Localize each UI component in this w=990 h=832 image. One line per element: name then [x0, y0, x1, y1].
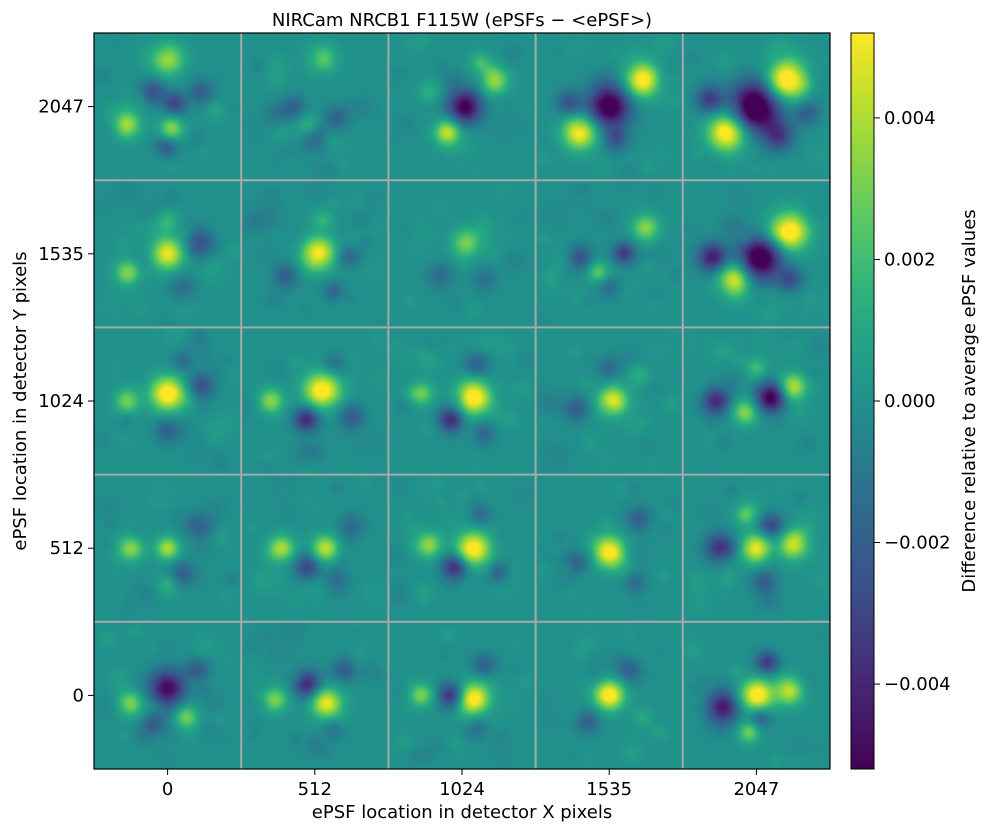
- panel-r1-c3: [535, 180, 683, 328]
- colorbar-tick-label: −0.004: [884, 674, 951, 695]
- colorbar-tick-label: −0.002: [884, 533, 951, 554]
- panel-r4-c4: [682, 621, 830, 769]
- panel-r1-c2: [388, 180, 536, 328]
- y-tick-label: 2047: [38, 97, 84, 118]
- panel-r2-c3: [535, 327, 683, 475]
- y-axis-label: ePSF location in detector Y pixels: [10, 251, 31, 550]
- panel-r2-c4: [682, 327, 830, 475]
- panel-r1-c1: [241, 180, 389, 328]
- x-tick-label: 512: [298, 779, 332, 800]
- colorbar-tick-label: 0.000: [884, 391, 936, 412]
- panel-r3-c4: [682, 474, 830, 622]
- panel-r4-c2: [388, 621, 536, 769]
- panel-r0-c1: [241, 33, 389, 181]
- panel-r0-c3: [535, 33, 683, 181]
- x-axis-ticks: 0 512 1024 1535 2047: [162, 769, 779, 800]
- panel-r2-c2: [388, 327, 536, 475]
- colorbar-ticks: 0.004 0.002 0.000 −0.002 −0.004: [874, 108, 951, 695]
- panel-r0-c0: [94, 33, 242, 181]
- panel-r3-c3: [535, 474, 683, 622]
- y-axis-ticks: 2047 1535 1024 512 0: [38, 97, 94, 706]
- panel-r4-c1: [241, 621, 389, 769]
- panel-r3-c2: [388, 474, 536, 622]
- colorbar-tick-label: 0.004: [884, 108, 936, 129]
- colorbar-label: Difference relative to average ePSF valu…: [959, 209, 980, 592]
- y-tick-label: 1535: [38, 244, 84, 265]
- panel-r1-c4: [682, 180, 830, 328]
- panel-r2-c0: [94, 327, 242, 475]
- panel-r4-c3: [535, 621, 683, 769]
- x-tick-label: 0: [162, 779, 173, 800]
- panel-r0-c2: [388, 33, 536, 181]
- panel-r1-c0: [94, 180, 242, 328]
- grid-lines: [94, 33, 830, 769]
- panel-r0-c4: [682, 33, 830, 181]
- panel-r4-c0: [94, 621, 242, 769]
- x-tick-label: 1024: [439, 779, 485, 800]
- panel-r2-c1: [241, 327, 389, 475]
- chart-title: NIRCam NRCB1 F115W (ePSFs − <ePSF>): [272, 10, 652, 31]
- x-tick-label: 1535: [586, 779, 632, 800]
- x-tick-label: 2047: [733, 779, 779, 800]
- y-tick-label: 1024: [38, 391, 84, 412]
- colorbar: [850, 32, 875, 770]
- panel-grid: [94, 33, 830, 769]
- x-axis-label: ePSF location in detector X pixels: [312, 802, 612, 823]
- y-tick-label: 512: [50, 538, 84, 559]
- y-tick-label: 0: [73, 685, 84, 706]
- panel-r3-c1: [241, 474, 389, 622]
- colorbar-tick-label: 0.002: [884, 249, 936, 270]
- panel-r3-c0: [94, 474, 242, 622]
